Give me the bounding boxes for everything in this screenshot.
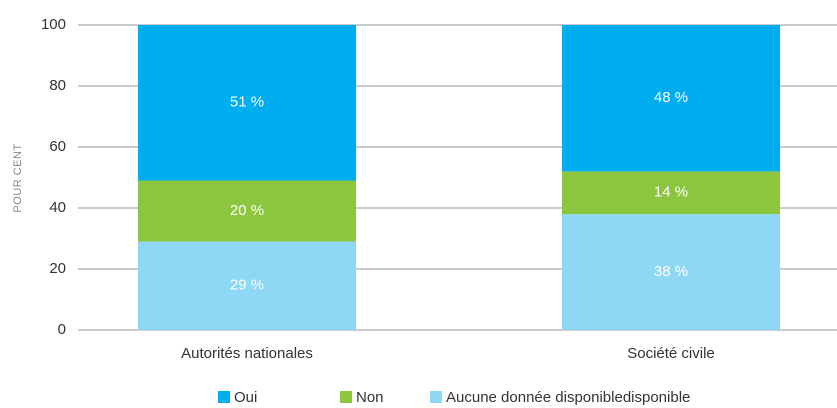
value-label: 20 % — [230, 202, 264, 219]
value-label: 14 % — [654, 184, 688, 201]
x-tick-label: Société civile — [627, 345, 715, 362]
y-tick-label: 100 — [41, 16, 66, 33]
y-tick-label: 0 — [58, 321, 66, 338]
bar-segment — [138, 241, 356, 330]
legend-swatch — [218, 391, 230, 403]
y-tick-label: 40 — [49, 199, 66, 216]
legend-swatch — [340, 391, 352, 403]
value-label: 48 % — [654, 89, 688, 106]
y-tick-label: 60 — [49, 138, 66, 155]
legend-label: Oui — [234, 389, 257, 406]
bar-segment — [562, 25, 780, 172]
y-tick-label: 20 — [49, 260, 66, 277]
value-label: 51 % — [230, 94, 264, 111]
value-label: 29 % — [230, 277, 264, 294]
legend-swatch — [430, 391, 442, 403]
x-tick-label: Autorités nationales — [181, 345, 313, 362]
bar-segment — [138, 180, 356, 242]
bar-segment — [562, 214, 780, 330]
legend-label: Non — [356, 389, 384, 406]
bar-segment — [138, 25, 356, 181]
y-tick-label: 80 — [49, 77, 66, 94]
bar-segment — [562, 171, 780, 215]
value-label: 38 % — [654, 263, 688, 280]
legend-label: Aucune donnée disponibledisponible — [446, 389, 690, 406]
y-axis-label: POUR CENT — [12, 143, 24, 212]
